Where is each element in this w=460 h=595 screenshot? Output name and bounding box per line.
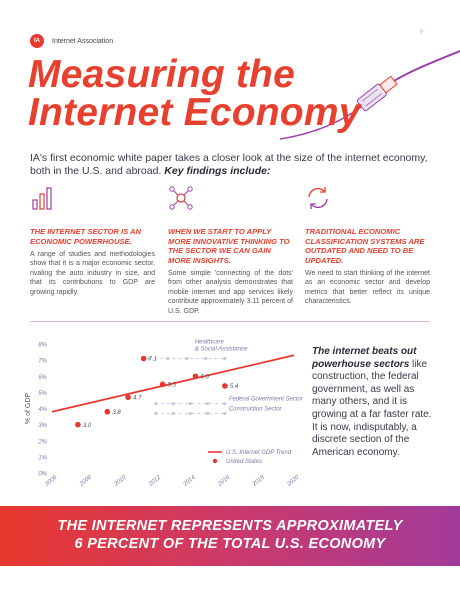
reference-point	[188, 402, 192, 406]
side-note-emphasis: The internet beats out powerhouse sector…	[312, 346, 417, 370]
y-tick-label: 7%	[38, 359, 47, 365]
bar-chart-icon	[32, 187, 52, 210]
y-axis-label: % of GDP	[25, 393, 32, 424]
finding-3: Traditional economic classification syst…	[305, 184, 430, 307]
y-tick-label: 6%	[38, 375, 47, 381]
reference-point	[166, 356, 170, 361]
header: IA Internet Association	[30, 34, 113, 48]
x-tick-label: 2020	[286, 474, 301, 488]
y-tick-label: 8%	[38, 343, 47, 349]
banner-text: The internet represents approximately 6 …	[0, 506, 460, 553]
data-label: 6.0	[200, 374, 209, 380]
plus-decoration-icon: +	[418, 24, 426, 38]
y-tick-label: 5%	[38, 391, 47, 397]
trend-line	[51, 354, 295, 413]
y-tick-label: 0%	[38, 472, 47, 478]
data-point	[222, 383, 228, 389]
finding-1-body: A range of studies and methodologies sho…	[30, 251, 155, 296]
intro-paragraph: IA's first economic white paper takes a …	[30, 152, 435, 178]
finding-1: The internet sector is an economic power…	[30, 184, 155, 297]
banner-line-2: 6 percent of the total U.S. economy	[74, 536, 386, 552]
refresh-arrows-icon	[308, 187, 328, 209]
data-label: 3.0	[83, 423, 92, 429]
x-tick-label: 2012	[147, 474, 162, 488]
reference-point	[223, 402, 227, 406]
reference-point	[147, 356, 151, 361]
network-cable-illustration	[280, 50, 460, 140]
y-tick-label: 2%	[37, 439, 47, 445]
reference-point	[185, 356, 189, 361]
x-tick-label: 2010	[113, 474, 128, 488]
data-point	[140, 355, 147, 362]
data-label: 4.7	[133, 395, 142, 401]
reference-point	[223, 356, 227, 361]
finding-2-body: Some simple 'connecting of the dots' fro…	[168, 270, 293, 315]
x-tick-label: 2018	[251, 474, 266, 488]
reference-point	[154, 402, 158, 406]
title-line-2: Internet Economy	[28, 91, 361, 134]
reference-point	[223, 411, 227, 415]
finding-2: When we start to apply more innovative t…	[168, 184, 293, 316]
x-tick-label: 2008	[78, 474, 93, 488]
reference-line-label: Healthcare	[195, 340, 225, 346]
reference-point	[188, 411, 192, 415]
reference-line-label: Construction Sector	[229, 406, 283, 412]
finding-3-heading: Traditional economic classification syst…	[305, 227, 425, 265]
key-stat-banner: The internet represents approximately 6 …	[0, 506, 460, 566]
association-logo: IA	[30, 34, 44, 48]
reference-point	[154, 411, 158, 415]
reference-point	[205, 411, 210, 415]
intro-emphasis: Key findings include:	[164, 165, 271, 177]
finding-2-heading: When we start to apply more innovative t…	[168, 227, 290, 265]
x-tick-label: 2014	[182, 474, 197, 488]
reference-point	[205, 402, 210, 406]
data-label: 7.1	[149, 357, 157, 363]
page-title: Measuring the Internet Economy	[28, 53, 361, 134]
legend-point-label: United States	[226, 459, 262, 465]
finding-3-body: We need to start thinking of the interne…	[305, 270, 430, 306]
data-label: 5.5	[168, 383, 177, 389]
legend-point-swatch	[212, 458, 218, 464]
data-label: 5.4	[230, 384, 239, 390]
data-point	[192, 373, 199, 380]
banner-line-1: The internet represents approximately	[57, 518, 403, 534]
x-tick-label: 2016	[216, 474, 231, 488]
reference-point	[171, 411, 175, 415]
y-tick-label: 3%	[38, 423, 47, 429]
reference-line-label: & Social Assistance	[195, 347, 248, 353]
network-nodes-icon	[169, 186, 193, 210]
y-tick-label: 4%	[38, 407, 47, 413]
reference-line-label: Federal Government Sector	[229, 397, 304, 403]
data-point	[125, 394, 131, 401]
legend-trend-label: U.S. Internet GDP Trend	[226, 450, 292, 456]
section-divider	[30, 321, 430, 322]
finding-1-heading: The internet sector is an economic power…	[30, 227, 141, 246]
org-name: Internet Association	[52, 37, 114, 45]
title-line-1: Measuring the	[28, 53, 295, 96]
reference-point	[204, 356, 208, 361]
reference-point	[171, 402, 175, 406]
data-point	[159, 381, 166, 388]
data-label: 3.8	[112, 410, 121, 416]
data-point	[104, 408, 111, 415]
y-tick-label: 1%	[38, 455, 47, 461]
side-note: The internet beats out powerhouse sector…	[312, 346, 437, 459]
side-note-text: like construction, the federal governmen…	[312, 358, 432, 458]
intro-text: IA's first economic white paper takes a …	[30, 152, 428, 177]
data-point	[75, 421, 81, 428]
